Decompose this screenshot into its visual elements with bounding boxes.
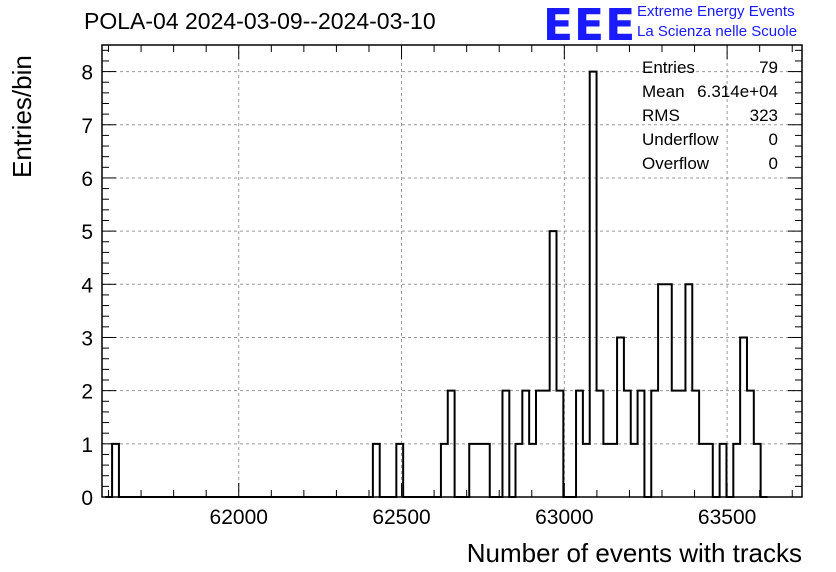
- y-axis-title: Entries/bin: [7, 55, 37, 178]
- stat-value: 323: [749, 106, 778, 125]
- stat-row-mean: Mean 6.314e+04: [642, 82, 778, 106]
- tick-labels: 62000 62500 63000 63500 0 1 2 3 4 5 6 7 8: [81, 62, 756, 529]
- plot-frame: [101, 44, 803, 498]
- stat-row-underflow: Underflow 0: [642, 130, 778, 154]
- y-tick-label: 0: [81, 487, 93, 510]
- stat-label: RMS: [642, 106, 680, 125]
- chart-title: POLA-04 2024-03-09--2024-03-10: [84, 8, 436, 34]
- stat-row-overflow: Overflow 0: [642, 154, 778, 178]
- x-tick-label: 63000: [535, 506, 593, 529]
- stat-value: 0: [768, 154, 778, 173]
- x-tick-label: 62500: [372, 506, 430, 529]
- axis-ticks: [102, 45, 802, 498]
- y-tick-label: 4: [81, 274, 93, 297]
- stat-value: 0: [768, 130, 778, 149]
- y-tick-label: 7: [81, 115, 93, 138]
- eee-logo: EEE: [543, 0, 637, 51]
- stat-label: Mean: [642, 82, 685, 101]
- stat-row-rms: RMS 323: [642, 106, 778, 130]
- y-tick-label: 1: [81, 434, 93, 457]
- stat-value: 79: [759, 58, 778, 77]
- y-tick-label: 5: [81, 221, 93, 244]
- y-tick-label: 2: [81, 381, 93, 404]
- x-tick-label: 62000: [210, 506, 268, 529]
- stat-label: Overflow: [642, 154, 710, 173]
- stat-label: Underflow: [642, 130, 719, 149]
- y-tick-label: 8: [81, 62, 93, 85]
- stat-value: 6.314e+04: [697, 82, 778, 101]
- logo-subtitle-line1: Extreme Energy Events: [637, 3, 795, 20]
- x-tick-label: 63500: [698, 506, 756, 529]
- x-axis-title: Number of events with tracks: [467, 538, 802, 568]
- stats-box: Entries 79 Mean 6.314e+04 RMS 323 Underf…: [642, 58, 778, 178]
- y-tick-label: 3: [81, 327, 93, 350]
- stat-label: Entries: [642, 58, 695, 77]
- y-tick-label: 6: [81, 168, 93, 191]
- stat-row-entries: Entries 79: [642, 58, 778, 82]
- grid-lines: [102, 45, 802, 497]
- logo-subtitle-line2: La Scienza nelle Scuole: [637, 23, 798, 40]
